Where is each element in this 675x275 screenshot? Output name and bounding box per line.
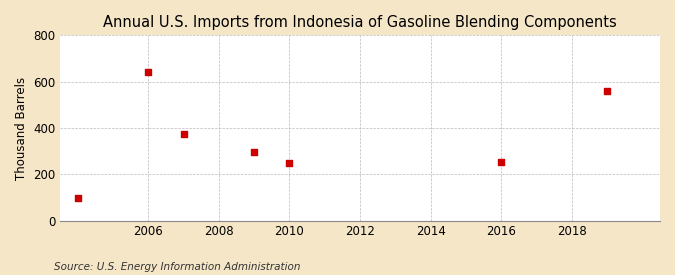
Point (495, 160, 506, 165)
Point (601, 89, 612, 93)
Point (248, 150, 259, 155)
Y-axis label: Thousand Barrels: Thousand Barrels (15, 76, 28, 180)
Point (143, 70, 154, 75)
Point (178, 132, 189, 136)
Point (284, 161, 295, 166)
Point (72, 196, 83, 200)
Title: Annual U.S. Imports from Indonesia of Gasoline Blending Components: Annual U.S. Imports from Indonesia of Ga… (103, 15, 617, 30)
Text: Source: U.S. Energy Information Administration: Source: U.S. Energy Information Administ… (54, 262, 300, 272)
